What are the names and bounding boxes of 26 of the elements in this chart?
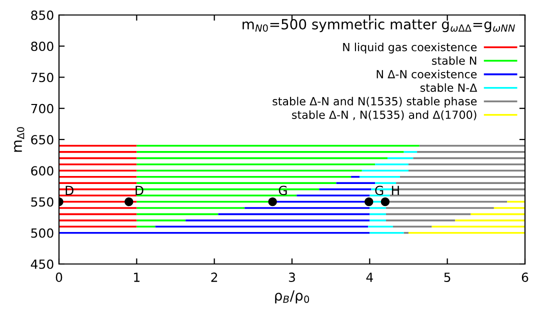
y-tick-label: 650 (31, 134, 54, 144)
y-tick-label: 550 (31, 197, 54, 207)
x-axis-title: ρ$_{B}$/ρ$_{0}$ (275, 290, 310, 304)
annotation: H (392, 186, 399, 195)
legend-label: N liquid gas coexistence (343, 42, 477, 54)
y-tick-label: 700 (31, 104, 54, 114)
y-tick-label: 600 (31, 166, 54, 176)
x-tick-label: 5 (444, 272, 450, 282)
y-tick-label: 500 (31, 228, 54, 238)
legend-label: stable Δ-N , N(1535) and Δ(1700) (292, 110, 476, 120)
x-tick-label: 3 (288, 272, 295, 282)
legend-label: stable N-Δ (420, 83, 478, 92)
x-tick-label: 0 (56, 272, 62, 282)
x-tick-label: 2 (211, 272, 218, 282)
chart-title: m$_{N0}$=500 symmetric matter g$_{ωΔΔ}$=g$_{ωNN}$ (242, 18, 515, 32)
y-tick-label: 450 (30, 259, 54, 269)
legend-label: stable Δ-N and N(1535) stable phase (272, 96, 477, 108)
y-tick-label: 750 (31, 72, 54, 82)
y-tick-label: 850 (31, 10, 54, 20)
legend-label: stable N (432, 56, 476, 65)
y-tick-label: 800 (31, 42, 54, 52)
x-tick-label: 4 (366, 272, 373, 282)
x-tick-label: 6 (522, 272, 528, 282)
y-axis-title: m$_{Δ0}$ (14, 127, 24, 152)
legend-label: N Δ-N coexistence (376, 70, 477, 78)
x-tick-label: 1 (134, 272, 140, 282)
